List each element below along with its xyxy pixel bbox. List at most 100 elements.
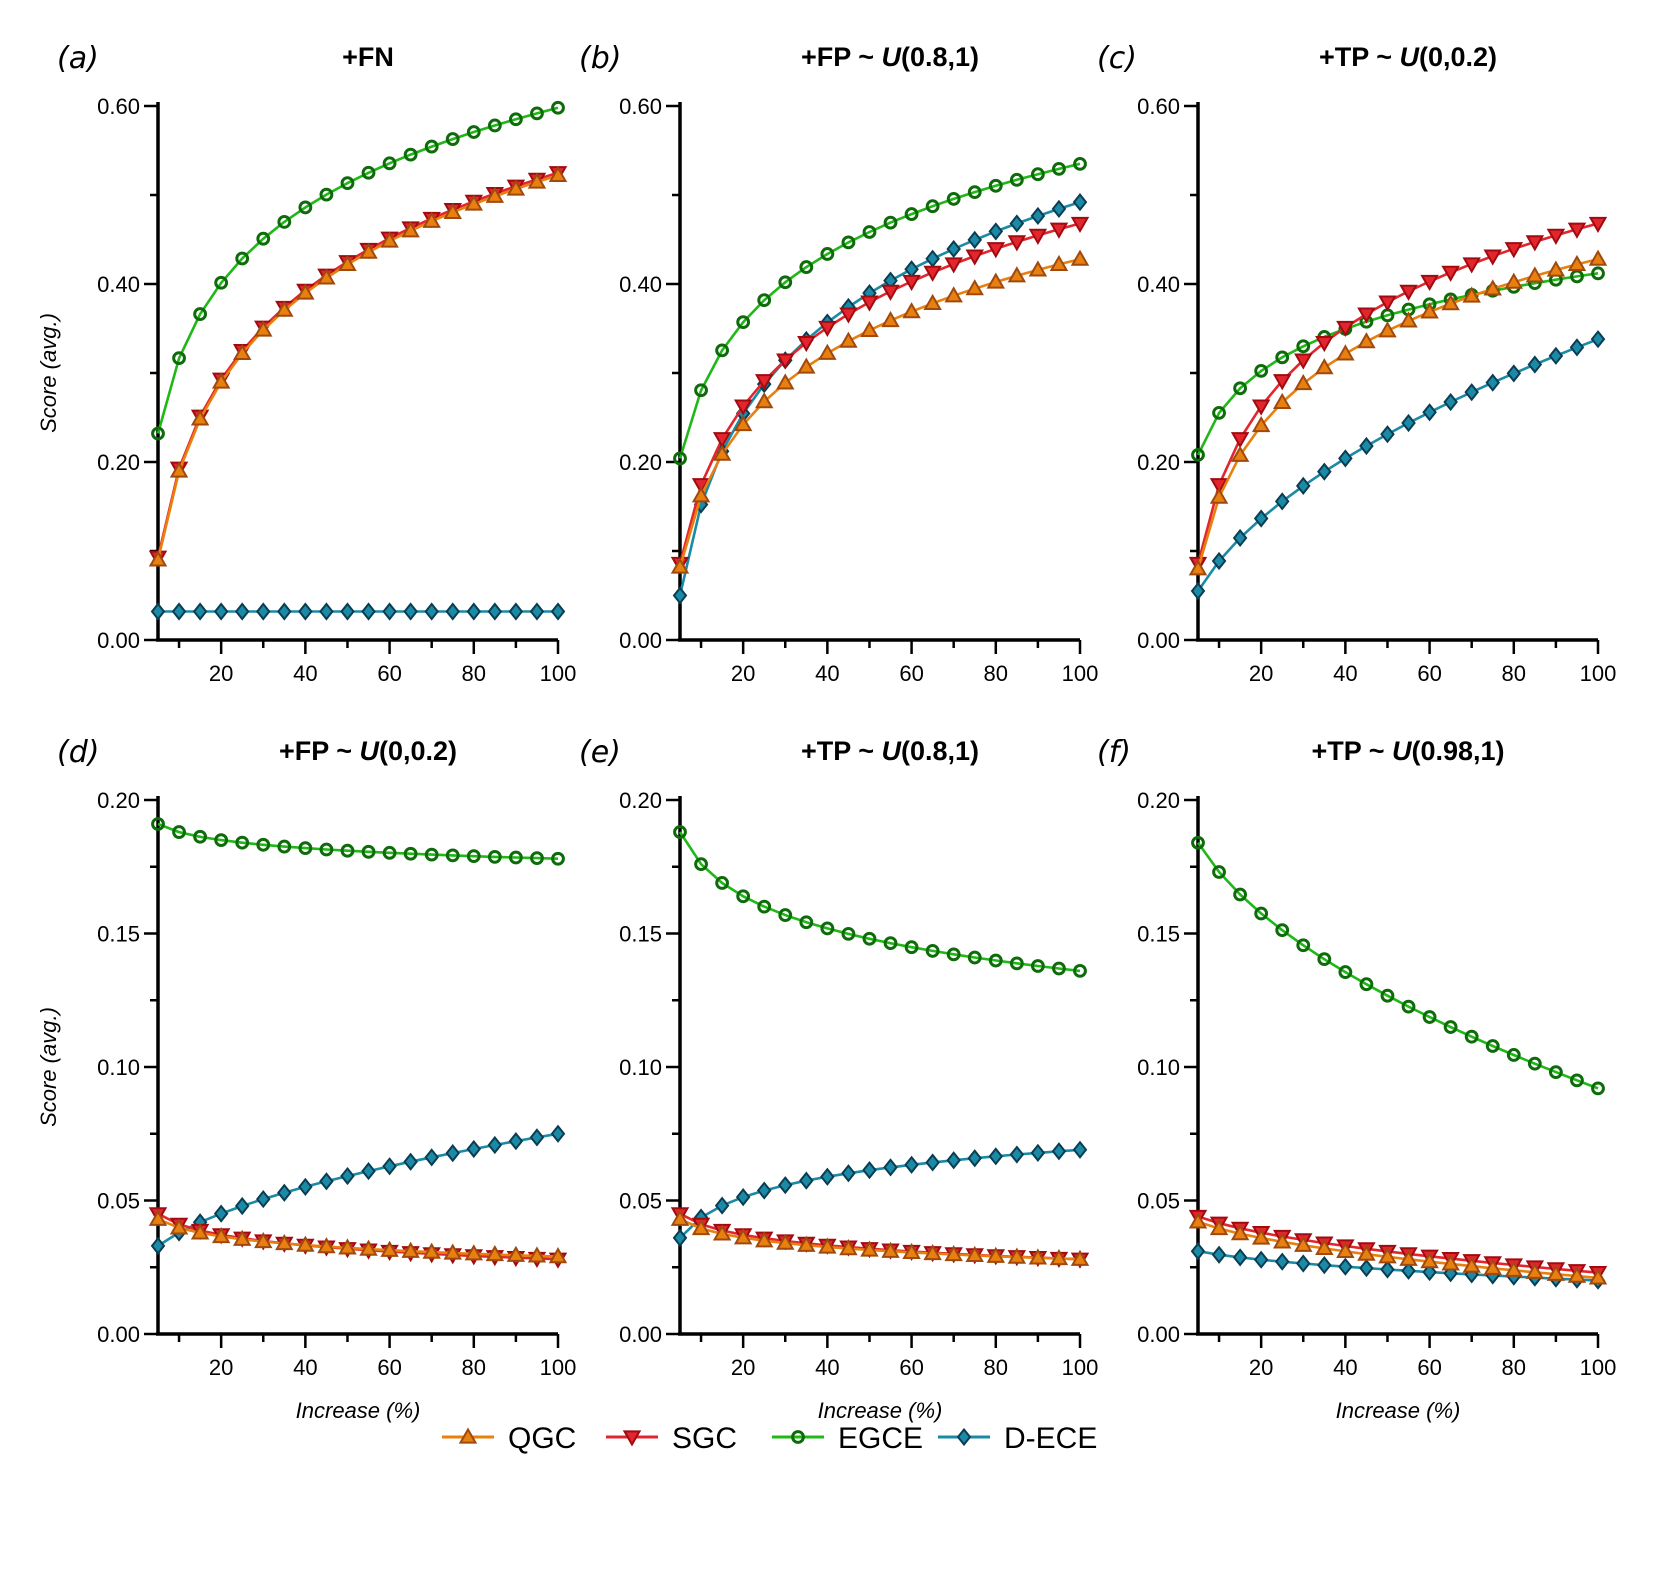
data-point <box>550 1124 566 1143</box>
data-point <box>1190 581 1206 601</box>
panel-letter: (b) <box>579 41 621 76</box>
series-qgc <box>148 165 568 567</box>
data-point <box>1420 1252 1439 1269</box>
data-point <box>1232 1248 1248 1267</box>
data-point <box>508 850 523 865</box>
data-point <box>487 118 502 133</box>
data-point <box>1591 1081 1605 1096</box>
data-point <box>799 260 814 274</box>
data-point <box>485 186 505 203</box>
chart-panel-e: (e) +TP ~ U(0.8,1) 0.00 0.05 0.10 0.15 0.20 20 4… <box>579 735 1098 1423</box>
data-point <box>712 432 732 449</box>
panel-title-part: (0.8,1) <box>901 42 979 72</box>
data-point <box>944 286 963 303</box>
data-point <box>1336 320 1355 337</box>
y-tick-label: 0.20 <box>619 788 662 813</box>
y-tick-label: 0.15 <box>1137 922 1180 947</box>
data-point <box>1464 383 1479 402</box>
data-point <box>1028 260 1048 277</box>
data-point <box>551 851 565 866</box>
data-point <box>214 275 229 290</box>
series-sgc <box>148 166 568 567</box>
x-axis-label: Increase (%) <box>1336 1398 1461 1423</box>
data-point <box>151 426 165 441</box>
series-line-sgc <box>156 171 559 558</box>
x-tick-label: 80 <box>462 661 486 686</box>
data-point <box>1378 321 1397 338</box>
y-tick-label: 0.15 <box>97 922 140 947</box>
data-point <box>1188 559 1208 576</box>
data-point <box>1504 242 1524 259</box>
y-tick-label: 0.10 <box>97 1055 140 1080</box>
data-point <box>1548 346 1564 365</box>
data-point <box>487 1135 503 1155</box>
data-point <box>466 125 481 139</box>
panel-title-part: U <box>882 42 903 72</box>
data-point <box>213 1204 229 1223</box>
data-point <box>422 1242 441 1259</box>
data-point <box>757 899 772 914</box>
data-point <box>1052 161 1066 176</box>
panel-title: +TP ~ U(0,0.2) <box>1319 42 1497 72</box>
data-point <box>296 283 315 300</box>
y-tick-label: 0.60 <box>1137 94 1180 119</box>
data-point <box>319 602 334 621</box>
data-point <box>1274 1252 1290 1271</box>
data-point <box>818 320 837 337</box>
data-point <box>380 231 399 248</box>
data-point <box>1275 350 1290 365</box>
legend-label: D-ECE <box>1004 1422 1097 1455</box>
data-point <box>256 837 271 852</box>
data-point <box>778 275 793 290</box>
data-point <box>860 1240 879 1257</box>
y-tick-label: 0.20 <box>1137 788 1180 813</box>
y-tick-label: 0.60 <box>619 94 662 119</box>
data-point <box>799 915 814 930</box>
data-point <box>445 602 461 621</box>
data-point <box>883 1158 898 1177</box>
x-tick-label: 40 <box>815 1355 839 1380</box>
data-point <box>1030 206 1046 226</box>
data-point <box>1527 1056 1542 1071</box>
data-point <box>319 842 334 857</box>
data-point <box>527 1246 547 1263</box>
data-point <box>1007 1247 1027 1264</box>
data-point <box>946 192 961 206</box>
legend-label: QGC <box>508 1422 576 1455</box>
data-point <box>1357 1244 1376 1261</box>
data-point <box>550 602 566 621</box>
x-tick-label: 20 <box>209 1355 233 1380</box>
data-point <box>1399 284 1418 301</box>
data-point <box>1422 1010 1437 1024</box>
y-tick-label: 0.00 <box>619 1322 662 1347</box>
data-point <box>1462 1256 1481 1273</box>
y-tick-label: 0.20 <box>97 450 140 475</box>
data-point <box>904 260 919 279</box>
data-point <box>1588 216 1608 233</box>
series-sgc <box>670 216 1090 573</box>
series-line-egce <box>157 822 559 860</box>
data-point <box>359 1239 378 1256</box>
y-tick-label: 0.00 <box>1137 1322 1180 1347</box>
series-d-ece <box>1190 1242 1606 1290</box>
x-tick-label: 60 <box>899 1355 923 1380</box>
data-point <box>902 274 921 291</box>
data-point <box>213 602 229 621</box>
data-point <box>925 249 940 268</box>
series-egce <box>673 825 1087 978</box>
data-point <box>839 331 858 348</box>
data-point <box>169 461 189 478</box>
data-point <box>403 147 418 162</box>
data-point <box>967 1149 983 1168</box>
data-point <box>1483 1258 1502 1275</box>
data-point <box>340 602 355 621</box>
data-point <box>171 602 187 621</box>
x-tick-label: 100 <box>540 1355 577 1380</box>
data-point <box>403 846 418 861</box>
legend-marker <box>791 1430 805 1444</box>
series-qgc <box>148 1209 568 1264</box>
data-point <box>424 139 439 154</box>
data-point <box>1212 865 1226 879</box>
panel-title: +FP ~ U(0.8,1) <box>801 42 979 72</box>
data-point <box>359 242 378 259</box>
